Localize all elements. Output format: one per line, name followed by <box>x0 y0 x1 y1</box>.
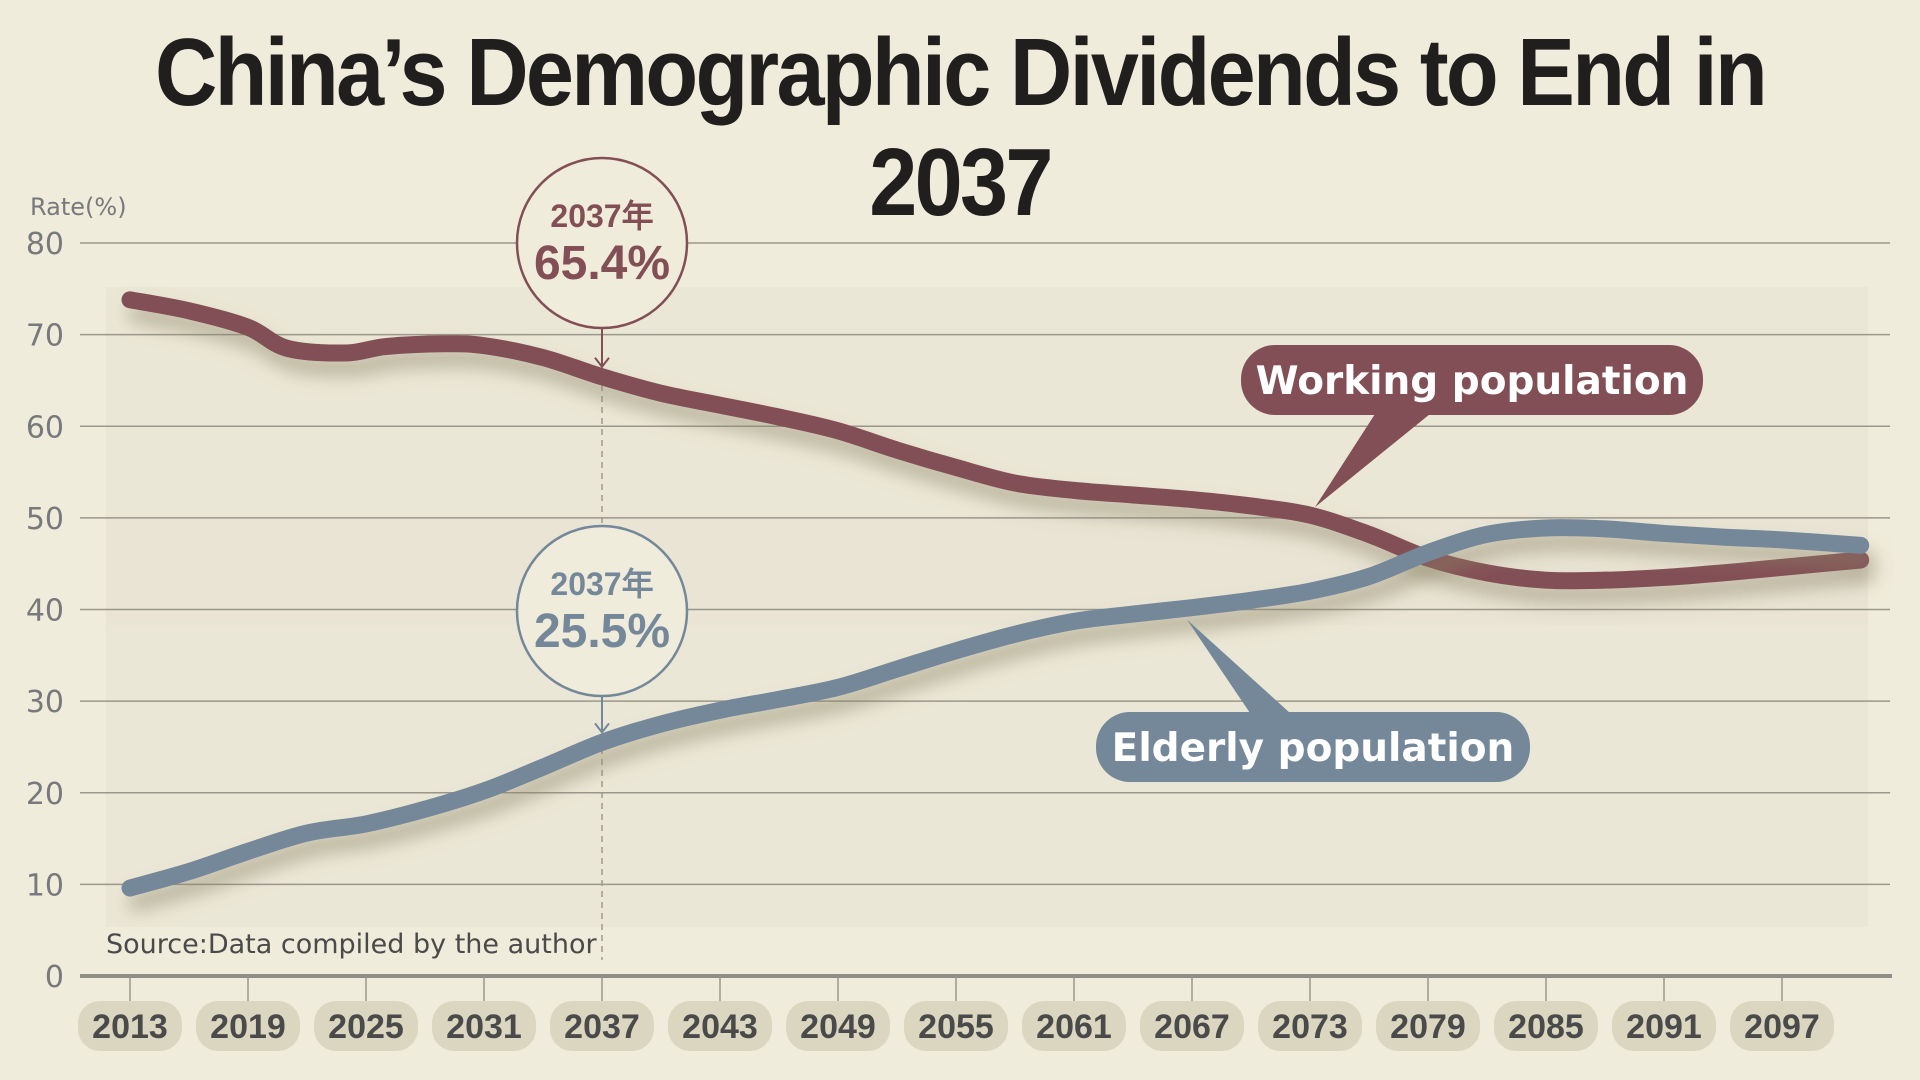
x-tick-label: 2043 <box>682 1008 758 1046</box>
y-tick-label: 10 <box>26 868 64 903</box>
x-tick-pill <box>1376 1001 1480 1051</box>
source-note: Source:Data compiled by the author <box>106 929 597 960</box>
y-tick-label: 20 <box>26 777 64 812</box>
callout-arrow-head <box>594 357 610 369</box>
elderly-population-line <box>121 519 1870 897</box>
x-tick-pill <box>314 1001 418 1051</box>
y-axis-ticks: 0 10 20 30 40 50 60 70 80 <box>26 227 64 995</box>
tag-background <box>1096 712 1530 782</box>
series-labels: Working population Elderly population <box>1096 345 1703 782</box>
x-tick-label: 2019 <box>210 1008 286 1046</box>
tag-pointer <box>1315 414 1430 508</box>
y-tick-label: 50 <box>26 502 64 537</box>
x-tick-label: 2031 <box>446 1008 522 1046</box>
x-axis: 2013 2019 2025 2031 2037 2043 2049 2055 2061 2067… <box>78 974 1892 1051</box>
x-tick-label: 2037 <box>564 1008 640 1046</box>
tag-pointer <box>1187 619 1290 713</box>
x-tick-pill <box>1612 1001 1716 1051</box>
tag-label: Elderly population <box>1112 726 1515 771</box>
x-tick-label: 2067 <box>1154 1008 1230 1046</box>
working-population-line <box>121 291 1870 590</box>
x-tick-label: 2079 <box>1390 1008 1466 1046</box>
y-tick-label: 0 <box>45 960 64 995</box>
x-tick-label: 2073 <box>1272 1008 1348 1046</box>
gridlines <box>80 242 1890 886</box>
working-population-tag: Working population <box>1241 345 1703 508</box>
x-tick-label: 2085 <box>1508 1008 1584 1046</box>
x-tick-label: 2061 <box>1036 1008 1112 1046</box>
x-tick-label: 2013 <box>92 1008 168 1046</box>
x-tick-pill <box>786 1001 890 1051</box>
x-tick-label: 2097 <box>1744 1008 1820 1046</box>
y-axis-label: Rate(%) <box>30 193 127 221</box>
x-tick-pill <box>668 1001 772 1051</box>
callout-value: 65.4% <box>534 237 670 290</box>
x-tick-pill <box>1258 1001 1362 1051</box>
y-tick-label: 40 <box>26 594 64 629</box>
elderly-population-tag: Elderly population <box>1096 619 1530 782</box>
x-tick-pill <box>1140 1001 1244 1051</box>
chart-title: China’s Demographic Dividends to End in … <box>154 19 1768 236</box>
x-tick-pill <box>1022 1001 1126 1051</box>
tag-label: Working population <box>1256 359 1689 404</box>
callout-year: 2037年 <box>550 566 653 602</box>
x-tick-label: 2091 <box>1626 1008 1702 1046</box>
x-tick-pill <box>78 1001 182 1051</box>
y-tick-label: 60 <box>26 410 64 445</box>
callout-value: 25.5% <box>534 605 670 658</box>
x-tick-pill <box>904 1001 1008 1051</box>
y-tick-label: 70 <box>26 319 64 354</box>
x-tick-label: 2049 <box>800 1008 876 1046</box>
x-tick-label: 2055 <box>918 1008 994 1046</box>
series-lines <box>121 291 1870 897</box>
tag-background <box>1241 345 1703 415</box>
x-tick-pill <box>432 1001 536 1051</box>
callout-year: 2037年 <box>550 198 653 234</box>
x-tick-label: 2025 <box>328 1008 404 1046</box>
x-tick-pill <box>196 1001 300 1051</box>
y-tick-label: 80 <box>26 227 64 262</box>
x-tick-pill <box>1730 1001 1834 1051</box>
x-tick-pill <box>1494 1001 1598 1051</box>
callout-arrow-head <box>594 722 610 734</box>
x-tick-pill <box>550 1001 654 1051</box>
y-tick-label: 30 <box>26 685 64 720</box>
